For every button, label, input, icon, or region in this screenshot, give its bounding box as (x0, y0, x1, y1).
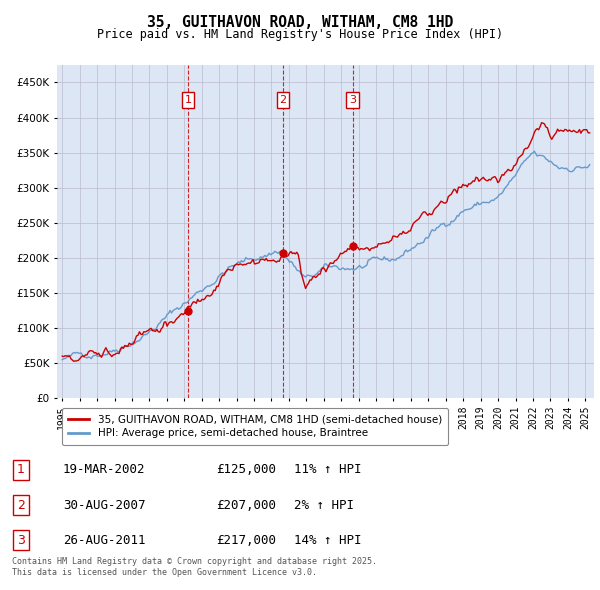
Text: 14% ↑ HPI: 14% ↑ HPI (294, 533, 361, 547)
Text: 1: 1 (184, 95, 191, 105)
Text: Price paid vs. HM Land Registry's House Price Index (HPI): Price paid vs. HM Land Registry's House … (97, 28, 503, 41)
Text: Contains HM Land Registry data © Crown copyright and database right 2025.
This d: Contains HM Land Registry data © Crown c… (12, 558, 377, 577)
Text: £207,000: £207,000 (216, 499, 276, 512)
Text: 1: 1 (17, 463, 25, 477)
Text: 30-AUG-2007: 30-AUG-2007 (63, 499, 146, 512)
Text: 3: 3 (17, 533, 25, 547)
Legend: 35, GUITHAVON ROAD, WITHAM, CM8 1HD (semi-detached house), HPI: Average price, s: 35, GUITHAVON ROAD, WITHAM, CM8 1HD (sem… (62, 408, 448, 445)
Text: 2: 2 (280, 95, 287, 105)
Text: £125,000: £125,000 (216, 463, 276, 477)
Text: 19-MAR-2002: 19-MAR-2002 (63, 463, 146, 477)
Text: 11% ↑ HPI: 11% ↑ HPI (294, 463, 361, 477)
Text: 2% ↑ HPI: 2% ↑ HPI (294, 499, 354, 512)
Text: £217,000: £217,000 (216, 533, 276, 547)
Text: 2: 2 (17, 499, 25, 512)
Text: 26-AUG-2011: 26-AUG-2011 (63, 533, 146, 547)
Text: 35, GUITHAVON ROAD, WITHAM, CM8 1HD: 35, GUITHAVON ROAD, WITHAM, CM8 1HD (147, 15, 453, 30)
Text: 3: 3 (349, 95, 356, 105)
